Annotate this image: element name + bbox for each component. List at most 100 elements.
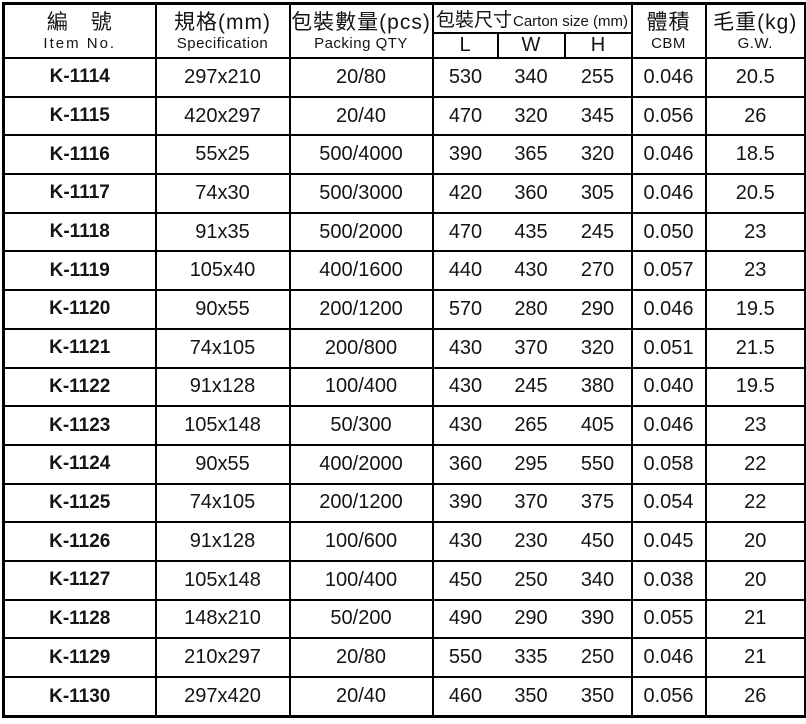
- header-item-no: 編 號 Item No.: [2, 2, 157, 59]
- packing-qty-cell: 200/1200: [288, 289, 434, 330]
- cbm-cell: 0.058: [630, 443, 707, 485]
- carton-height-cell: 290: [564, 289, 632, 330]
- cbm-cell: 0.054: [630, 482, 707, 524]
- carton-height-cell: 390: [564, 598, 632, 640]
- gross-weight-cell: 20.5: [704, 173, 806, 214]
- packing-qty-cell: 200/1200: [288, 482, 434, 524]
- specification-cell: 297x420: [154, 676, 291, 718]
- header-specification-zh: 規格(mm): [174, 10, 271, 34]
- header-carton-size: 包裝尺寸Carton size (mm): [431, 2, 633, 34]
- header-packing-qty-zh: 包裝數量(pcs): [291, 10, 431, 34]
- packing-qty-cell: 50/200: [288, 598, 434, 640]
- item-no-cell: K-1128: [2, 598, 157, 640]
- carton-height-cell: 245: [564, 211, 632, 253]
- packing-qty-cell: 20/80: [288, 57, 434, 98]
- cbm-cell: 0.046: [630, 405, 707, 446]
- carton-height-cell: 350: [564, 676, 632, 718]
- table-header: 編 號 Item No. 規格(mm) Specification 包裝數量(p…: [2, 2, 806, 59]
- carton-width-cell: 430: [497, 250, 565, 292]
- gross-weight-cell: 26: [704, 676, 806, 718]
- carton-height-cell: 450: [564, 521, 632, 562]
- specification-cell: 74x105: [154, 482, 291, 524]
- carton-height-cell: 550: [564, 443, 632, 485]
- header-specification-en: Specification: [176, 34, 269, 52]
- table-row: K-1129 210x297 20/80 550 335 250 0.046 2…: [2, 637, 806, 678]
- gross-weight-cell: 23: [704, 405, 806, 446]
- packing-qty-cell: 20/40: [288, 676, 434, 718]
- cbm-cell: 0.050: [630, 211, 707, 253]
- gross-weight-cell: 21.5: [704, 327, 806, 369]
- specification-cell: 297x210: [154, 57, 291, 98]
- carton-width-cell: 250: [497, 559, 565, 601]
- specification-cell: 55x25: [154, 134, 291, 176]
- gross-weight-cell: 20.5: [704, 57, 806, 98]
- item-no-cell: K-1126: [2, 521, 157, 562]
- gross-weight-cell: 19.5: [704, 289, 806, 330]
- header-cbm: 體積 CBM: [630, 2, 707, 59]
- cbm-cell: 0.056: [630, 676, 707, 718]
- packing-qty-cell: 20/80: [288, 637, 434, 678]
- table-row: K-1127 105x148 100/400 450 250 340 0.038…: [2, 559, 806, 601]
- carton-width-cell: 280: [497, 289, 565, 330]
- table-row: K-1115 420x297 20/40 470 320 345 0.056 2…: [2, 95, 806, 137]
- table-row: K-1118 91x35 500/2000 470 435 245 0.050 …: [2, 211, 806, 253]
- carton-width-cell: 295: [497, 443, 565, 485]
- item-no-cell: K-1121: [2, 327, 157, 369]
- specification-cell: 105x148: [154, 559, 291, 601]
- carton-width-cell: 265: [497, 405, 565, 446]
- specification-cell: 74x30: [154, 173, 291, 214]
- carton-length-cell: 420: [431, 173, 498, 214]
- carton-length-cell: 430: [431, 405, 498, 446]
- carton-height-cell: 345: [564, 95, 632, 137]
- specification-cell: 91x128: [154, 521, 291, 562]
- cbm-cell: 0.046: [630, 57, 707, 98]
- gross-weight-cell: 22: [704, 482, 806, 524]
- carton-width-cell: 370: [497, 327, 565, 369]
- carton-length-cell: 430: [431, 366, 498, 408]
- gross-weight-cell: 21: [704, 637, 806, 678]
- cbm-cell: 0.046: [630, 134, 707, 176]
- carton-length-cell: 470: [431, 211, 498, 253]
- cbm-cell: 0.046: [630, 289, 707, 330]
- header-carton-size-zh: 包裝尺寸: [435, 10, 512, 31]
- carton-length-cell: 430: [431, 521, 498, 562]
- carton-width-cell: 245: [497, 366, 565, 408]
- packing-qty-cell: 100/600: [288, 521, 434, 562]
- carton-length-cell: 450: [431, 559, 498, 601]
- carton-length-cell: 460: [431, 676, 498, 718]
- cbm-cell: 0.057: [630, 250, 707, 292]
- carton-height-cell: 340: [564, 559, 632, 601]
- cbm-cell: 0.046: [630, 173, 707, 214]
- item-no-cell: K-1117: [2, 173, 157, 214]
- specification-cell: 105x148: [154, 405, 291, 446]
- table-row: K-1123 105x148 50/300 430 265 405 0.046 …: [2, 405, 806, 446]
- table-row: K-1130 297x420 20/40 460 350 350 0.056 2…: [2, 676, 806, 718]
- table-row: K-1122 91x128 100/400 430 245 380 0.040 …: [2, 366, 806, 408]
- item-no-cell: K-1115: [2, 95, 157, 137]
- specification-cell: 74x105: [154, 327, 291, 369]
- item-no-cell: K-1125: [2, 482, 157, 524]
- packing-qty-cell: 100/400: [288, 366, 434, 408]
- packing-qty-cell: 200/800: [288, 327, 434, 369]
- gross-weight-cell: 23: [704, 250, 806, 292]
- table-row: K-1128 148x210 50/200 490 290 390 0.055 …: [2, 598, 806, 640]
- header-gross-weight-zh: 毛重(kg): [713, 10, 798, 34]
- item-no-cell: K-1123: [2, 405, 157, 446]
- table-body: K-1114 297x210 20/80 530 340 255 0.046 2…: [2, 57, 806, 718]
- carton-width-cell: 335: [497, 637, 565, 678]
- header-carton-l: L: [431, 32, 499, 59]
- specification-cell: 210x297: [154, 637, 291, 678]
- gross-weight-cell: 26: [704, 95, 806, 137]
- table-row: K-1114 297x210 20/80 530 340 255 0.046 2…: [2, 57, 806, 98]
- carton-length-cell: 440: [431, 250, 498, 292]
- packing-qty-cell: 20/40: [288, 95, 434, 137]
- carton-length-cell: 570: [431, 289, 498, 330]
- carton-height-cell: 375: [564, 482, 632, 524]
- item-no-cell: K-1120: [2, 289, 157, 330]
- item-no-cell: K-1116: [2, 134, 157, 176]
- carton-height-cell: 255: [564, 57, 632, 98]
- table-row: K-1116 55x25 500/4000 390 365 320 0.046 …: [2, 134, 806, 176]
- carton-width-cell: 290: [497, 598, 565, 640]
- specification-cell: 105x40: [154, 250, 291, 292]
